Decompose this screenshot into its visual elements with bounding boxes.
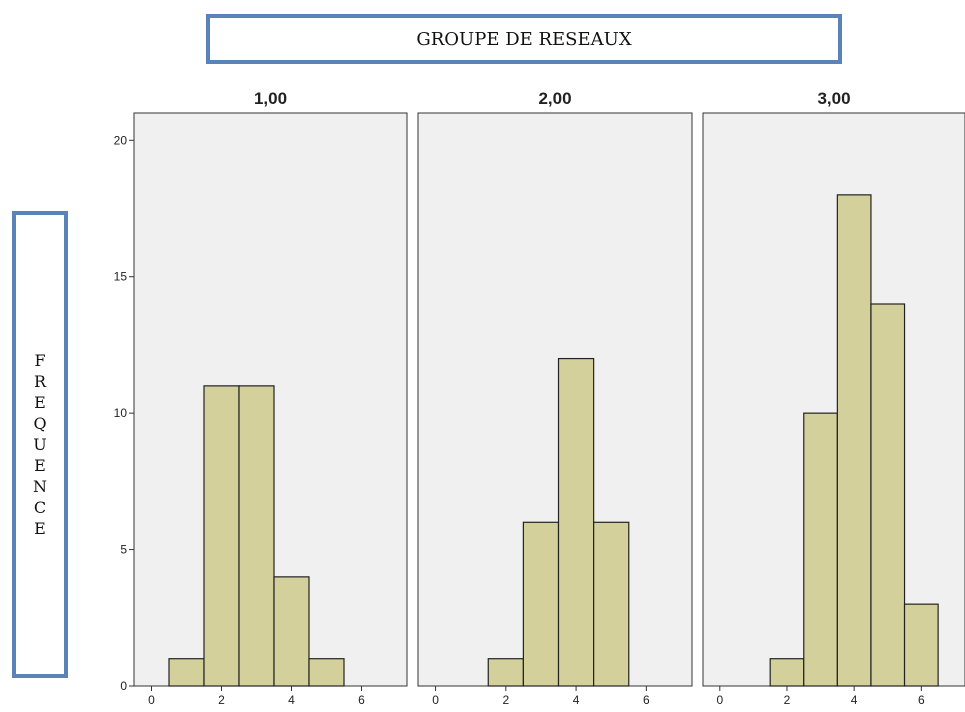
- x-tick-label: 0: [432, 693, 439, 707]
- histogram-bar: [203, 385, 240, 687]
- histogram-bar: [903, 603, 939, 687]
- group-label: GROUPE DE RESEAUX: [416, 28, 632, 50]
- y-tick-label: 0: [120, 679, 127, 693]
- histogram-bar: [870, 303, 906, 687]
- histogram-bar: [487, 658, 524, 687]
- y-tick-label: 20: [114, 133, 128, 147]
- histogram-bar: [557, 357, 595, 687]
- histogram-bar: [836, 194, 872, 687]
- histogram-bar: [522, 521, 560, 687]
- y-tick-label: 5: [120, 543, 127, 557]
- panel-title: 2,00: [538, 89, 571, 108]
- histogram-bar: [238, 385, 275, 687]
- y-tick-label: 15: [114, 270, 128, 284]
- x-tick-label: 4: [851, 693, 858, 707]
- histogram-bar: [769, 658, 805, 687]
- frequency-label: F R E Q U E N C E: [33, 351, 47, 538]
- panel-title: 3,00: [817, 89, 850, 108]
- x-tick-label: 4: [288, 693, 295, 707]
- x-tick-label: 2: [502, 693, 509, 707]
- x-tick-label: 2: [218, 693, 225, 707]
- group-label-box: GROUPE DE RESEAUX: [206, 14, 842, 64]
- histogram-bar: [593, 521, 630, 687]
- x-tick-label: 0: [716, 693, 723, 707]
- histogram-bar: [168, 658, 205, 687]
- histogram-bar: [803, 412, 838, 687]
- histogram-bar: [308, 658, 345, 687]
- x-tick-label: 4: [573, 693, 580, 707]
- y-tick-label: 10: [114, 406, 128, 420]
- x-tick-label: 6: [358, 693, 365, 707]
- panel-title: 1,00: [254, 89, 287, 108]
- x-tick-label: 6: [643, 693, 650, 707]
- x-tick-label: 2: [784, 693, 791, 707]
- histogram-bar: [273, 576, 310, 687]
- x-tick-label: 0: [148, 693, 155, 707]
- frequency-label-box: F R E Q U E N C E: [12, 211, 68, 678]
- x-tick-label: 6: [918, 693, 925, 707]
